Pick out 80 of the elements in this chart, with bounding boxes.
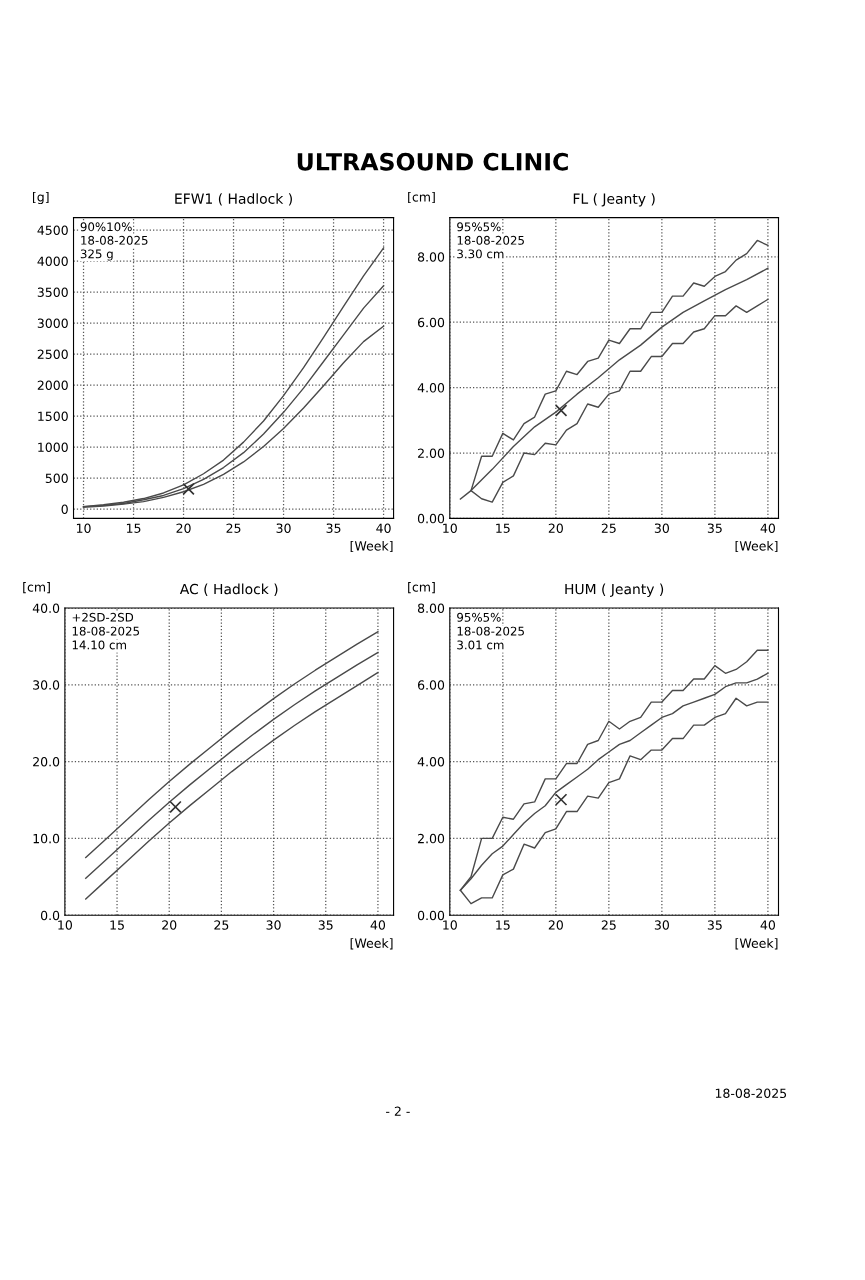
y-tick-label: 8.00 bbox=[417, 603, 445, 613]
x-tick-label: 25 bbox=[226, 523, 241, 533]
y-tick-label: 8.00 bbox=[417, 252, 445, 262]
y-tick-label: 6.00 bbox=[417, 317, 445, 328]
annotation: 3.30 cm bbox=[457, 249, 504, 259]
y-tick-label: 2000 bbox=[37, 380, 68, 390]
annotation: 18-08-2025 bbox=[457, 235, 524, 245]
y-tick-label: 0.00 bbox=[417, 513, 445, 524]
text: 18-08-2025 bbox=[715, 1088, 787, 1099]
x-tick-label: 35 bbox=[326, 523, 341, 533]
y-tick-label: 4500 bbox=[37, 225, 68, 235]
y-tick-label: 10.0 bbox=[33, 833, 60, 844]
x-tick-label: 10 bbox=[76, 523, 91, 533]
x-tick-label: 15 bbox=[496, 523, 510, 533]
x-tick-label: 10 bbox=[443, 523, 457, 533]
x-tick-label: 15 bbox=[110, 920, 124, 930]
x-tick-label: 30 bbox=[654, 523, 669, 533]
x-tick-label: 20 bbox=[548, 920, 563, 930]
x-tick-label: 40 bbox=[760, 523, 776, 533]
y-tick-label: 3000 bbox=[37, 318, 68, 328]
y-tick-label: 4.00 bbox=[417, 757, 445, 767]
x-tick-label: 10 bbox=[58, 920, 72, 930]
y-axis-title: [cm] bbox=[408, 582, 435, 594]
x-axis-title: [Week] bbox=[735, 540, 778, 553]
x-tick-label: 35 bbox=[318, 920, 333, 930]
y-tick-label: 20.0 bbox=[33, 757, 60, 767]
y-tick-label: 40.0 bbox=[32, 603, 60, 613]
annotation: 325 g bbox=[80, 249, 113, 261]
annotation: 14.10 cm bbox=[72, 640, 126, 650]
y-tick-label: 1000 bbox=[38, 442, 68, 452]
x-tick-label: 40 bbox=[760, 920, 776, 930]
chart-title: HUM ( Jeanty ) bbox=[565, 583, 664, 597]
chart-title: FL ( Jeanty ) bbox=[573, 193, 655, 207]
y-tick-label: 2.00 bbox=[418, 833, 445, 844]
x-axis-title: [Week] bbox=[735, 938, 778, 950]
x-axis-title: [Week] bbox=[350, 540, 393, 553]
y-tick-label: 2500 bbox=[37, 349, 68, 359]
y-axis-title: [cm] bbox=[408, 191, 435, 204]
y-tick-label: 1500 bbox=[38, 411, 68, 421]
x-tick-label: 30 bbox=[276, 523, 291, 533]
x-tick-label: 35 bbox=[707, 523, 722, 533]
text: - 2 - bbox=[386, 1106, 410, 1116]
annotation: 95%5% bbox=[457, 222, 501, 232]
annotation: 18-08-2025 bbox=[72, 626, 140, 636]
x-tick-label: 15 bbox=[126, 523, 141, 533]
x-tick-label: 35 bbox=[707, 920, 722, 930]
y-tick-label: 0.0 bbox=[40, 910, 60, 921]
y-tick-label: 2.00 bbox=[418, 448, 445, 458]
x-tick-label: 30 bbox=[266, 920, 281, 930]
y-tick-label: 0 bbox=[61, 504, 68, 515]
y-tick-label: 30.0 bbox=[33, 680, 60, 690]
y-tick-label: 500 bbox=[45, 473, 68, 484]
x-tick-label: 30 bbox=[654, 920, 669, 930]
annotation: 18-08-2025 bbox=[457, 626, 524, 636]
y-axis-title: [g] bbox=[32, 191, 49, 205]
x-tick-label: 25 bbox=[214, 920, 229, 930]
x-tick-label: 20 bbox=[548, 523, 563, 533]
x-tick-label: 25 bbox=[601, 523, 616, 533]
text: ULTRASOUND CLINIC bbox=[297, 152, 568, 171]
x-axis-title: [Week] bbox=[350, 938, 393, 950]
y-tick-label: 4.00 bbox=[417, 383, 445, 393]
y-tick-label: 4000 bbox=[37, 256, 68, 266]
x-tick-label: 10 bbox=[443, 920, 457, 930]
annotation: +2SD-2SD bbox=[72, 612, 134, 622]
x-tick-label: 20 bbox=[162, 920, 177, 930]
annotation: 90%10% bbox=[80, 222, 132, 232]
y-tick-label: 6.00 bbox=[417, 680, 445, 690]
annotation: 95%5% bbox=[457, 612, 501, 622]
y-tick-label: 3500 bbox=[37, 287, 68, 297]
x-tick-label: 20 bbox=[176, 523, 191, 533]
annotation: 18-08-2025 bbox=[81, 235, 148, 245]
chart-title: EFW1 ( Hadlock ) bbox=[175, 193, 292, 206]
x-tick-label: 25 bbox=[601, 920, 616, 930]
x-tick-label: 15 bbox=[496, 920, 510, 930]
y-axis-title: [cm] bbox=[23, 582, 50, 594]
chart-title: AC ( Hadlock ) bbox=[179, 583, 278, 596]
x-tick-label: 40 bbox=[376, 523, 391, 533]
annotation: 3.01 cm bbox=[457, 640, 504, 650]
x-tick-label: 40 bbox=[370, 920, 386, 930]
y-tick-label: 0.00 bbox=[417, 910, 445, 921]
